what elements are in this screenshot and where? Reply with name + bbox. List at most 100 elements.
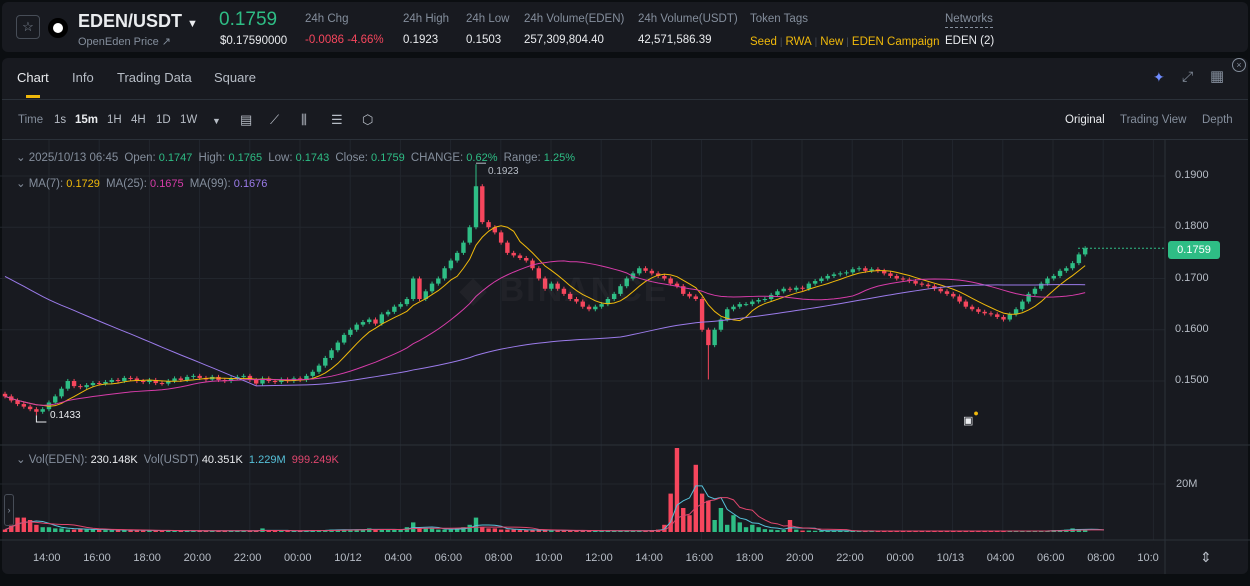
interval-1d[interactable]: 1D — [156, 114, 171, 126]
candle-body — [329, 350, 334, 358]
calendar-icon[interactable]: ▤ — [240, 112, 253, 127]
volume-bar — [838, 530, 843, 532]
hexagon-settings-icon[interactable]: ⬡ — [362, 112, 374, 127]
volume-bar — [367, 528, 372, 532]
price-usd: $0.17590000 — [220, 35, 288, 47]
volume-bar — [850, 531, 855, 532]
tab-trading-data[interactable]: Trading Data — [117, 70, 192, 85]
tag-rwa[interactable]: RWA — [785, 36, 812, 48]
divider — [2, 99, 1248, 100]
candle-body — [655, 273, 661, 276]
candle-body — [178, 378, 184, 380]
candle-body — [1064, 268, 1069, 271]
candle-body — [800, 287, 805, 289]
x-tick-label: 12:00 — [585, 552, 613, 564]
candle-body — [1020, 301, 1025, 310]
candle-body — [65, 381, 70, 389]
collapse-icon[interactable]: ⌄ — [16, 152, 26, 164]
tag-campaign[interactable]: EDEN Campaign — [851, 36, 940, 48]
candle-body — [743, 304, 749, 306]
stat-value: 0.1923 — [403, 34, 439, 46]
price-link[interactable]: OpenEden Price ↗ — [78, 36, 171, 48]
favorite-button[interactable]: ☆ — [16, 15, 40, 39]
price-chart[interactable] — [0, 140, 1250, 574]
candle-body — [599, 304, 604, 307]
vol-ma10-value: 999.249K — [291, 454, 339, 466]
volume-bar — [21, 517, 27, 532]
tag-seed[interactable]: Seed — [750, 36, 777, 48]
candle-body — [115, 379, 121, 381]
volume-bar — [498, 529, 504, 532]
candle-body — [681, 286, 686, 294]
interval-1s[interactable]: 1s — [54, 114, 67, 126]
auto-scale-icon[interactable]: ⇕ — [1200, 549, 1212, 565]
ai-icon[interactable]: ✦ — [1153, 69, 1165, 85]
networks-value[interactable]: EDEN (2) — [945, 35, 995, 47]
candle-body — [536, 268, 541, 279]
close-icon[interactable]: × — [1232, 58, 1246, 72]
volume-bar — [128, 530, 133, 532]
candle-body — [241, 375, 246, 377]
candle-body — [71, 381, 77, 387]
volume-bar — [241, 530, 246, 532]
candle-body — [411, 278, 416, 299]
scroll-left-handle[interactable]: › — [4, 494, 14, 526]
layout-icon[interactable]: ▦ — [1210, 68, 1225, 85]
candle-body — [819, 278, 824, 282]
view-depth[interactable]: Depth — [1202, 114, 1233, 126]
candle-body — [398, 304, 403, 307]
volume-legend: ⌄ Vol(EDEN): 230.148K Vol(USDT) 40.351K … — [16, 452, 339, 466]
notification-icon[interactable]: ▣● — [963, 408, 979, 427]
volume-bar — [341, 529, 347, 532]
volume-bar — [454, 528, 460, 532]
candle-body — [323, 357, 328, 366]
collapse-icon[interactable]: ⌄ — [16, 454, 26, 466]
ma25-value: 0.1675 — [150, 178, 184, 190]
volume-bar — [825, 530, 830, 532]
candle-body — [561, 288, 567, 294]
candle-body — [593, 306, 598, 310]
candle-body — [84, 385, 89, 388]
x-tick-label: 14:00 — [635, 552, 663, 564]
tab-info[interactable]: Info — [72, 70, 94, 85]
candle-body — [128, 377, 133, 379]
settings-list-icon[interactable]: ☰ — [331, 112, 343, 127]
interval-15m[interactable]: 15m — [75, 114, 99, 126]
indicator-icon[interactable]: ⟋ — [270, 112, 280, 127]
candle-body — [147, 379, 152, 383]
more-intervals-icon[interactable]: ▼ — [212, 116, 221, 126]
expand-icon[interactable]: ⤢ — [1182, 68, 1194, 84]
x-tick-label: 06:00 — [434, 552, 463, 564]
candle-body — [423, 291, 428, 299]
candle-body — [863, 268, 868, 271]
tab-square[interactable]: Square — [214, 70, 256, 85]
tab-chart[interactable]: Chart — [17, 70, 49, 85]
volume-bar — [385, 529, 391, 532]
collapse-icon[interactable]: ⌄ — [16, 178, 26, 190]
candle-body — [932, 286, 937, 289]
view-original[interactable]: Original — [1065, 114, 1105, 126]
candle-body — [762, 299, 768, 301]
candle-body — [254, 379, 259, 384]
candle-body — [360, 322, 366, 325]
interval-1h[interactable]: 1H — [107, 114, 122, 126]
tag-new[interactable]: New — [820, 36, 844, 48]
interval-4h[interactable]: 4H — [131, 114, 146, 126]
candle-body — [467, 227, 472, 243]
candle-body — [272, 381, 278, 383]
candle-body — [310, 371, 315, 376]
view-trading-view[interactable]: Trading View — [1120, 114, 1187, 126]
volume-bar — [172, 530, 177, 532]
volume-bar — [561, 530, 567, 532]
candle-type-icon[interactable]: ⫼ — [301, 112, 307, 127]
pair-selector[interactable]: EDEN/USDT ▼ — [78, 11, 198, 32]
candle-body — [461, 242, 466, 253]
interval-time[interactable]: Time — [18, 114, 44, 126]
candle-body — [404, 299, 410, 305]
volume-bar — [699, 493, 705, 532]
interval-1w[interactable]: 1W — [180, 114, 198, 126]
volume-bar — [794, 529, 799, 532]
volume-bar — [436, 529, 441, 532]
candle-body — [725, 309, 730, 320]
candle-body — [775, 291, 780, 295]
